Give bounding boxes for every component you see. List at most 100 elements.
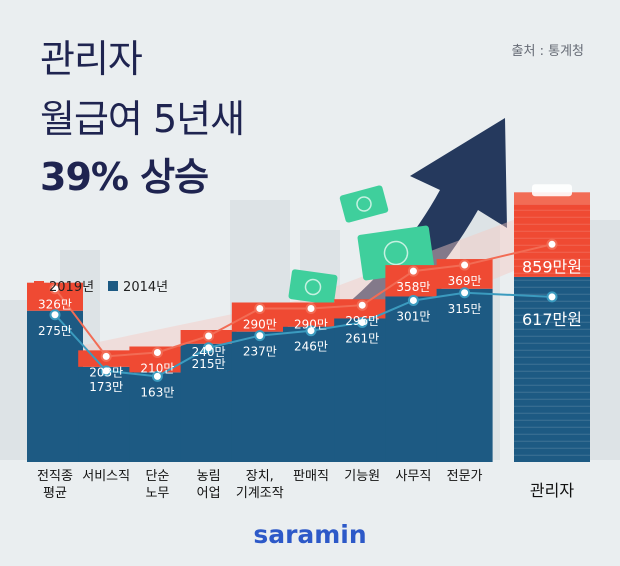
point-2014 [49,309,61,321]
data-label-2014: 237만 [243,345,277,359]
bar-2014 [129,372,186,462]
data-label-2014: 215만 [192,357,226,371]
bill-stack-cap [532,184,572,197]
data-label-2019: 358만 [396,280,430,294]
point-2014 [203,342,215,354]
point-2019 [459,259,471,271]
category-label-line: 어업 [197,486,221,501]
line-2019 [54,243,553,358]
data-label-2014: 301만 [396,309,430,323]
category-label: 전문가 [447,469,483,484]
money-bill-body [339,185,389,223]
category-label: 기능원 [344,469,380,484]
category-label-line: 서비스직 [82,469,130,484]
point-2019 [151,347,163,358]
point-2019 [203,330,215,342]
money-bill-body [288,269,338,305]
data-label-2014: 617만원 [522,310,582,329]
category-label-line: 평균 [43,486,67,501]
data-label-2014: 261만 [345,331,379,345]
point-2014 [459,287,471,299]
data-label-2019: 369만 [448,274,482,288]
category-label: 판매직 [293,469,329,484]
bar-2014 [385,296,442,462]
data-label-2019: 859만원 [522,257,582,276]
money-bill-2 [288,269,338,305]
point-2019 [100,350,112,362]
category-label-line: 전직종 [37,469,73,484]
category-label-line: 사무직 [395,469,431,484]
bar-2014 [180,343,237,462]
money-bill-0 [339,185,389,223]
money-bill-mark [304,278,322,296]
category-label-line: 장치, [246,469,274,484]
category-label-line: 관리자 [530,481,574,500]
bar-2014 [231,331,288,462]
title-line-2: 월급여 5년새 [40,97,245,141]
brand-logo: saramin [253,520,367,549]
money-bills [288,185,435,305]
source-note: 출처 : 통계청 [511,44,584,59]
category-label-line: 판매직 [293,469,329,484]
point-2014 [407,294,419,306]
data-label-2019: 290만 [294,318,328,332]
point-2014 [305,325,317,337]
legend-swatch-2019 [34,280,44,291]
legend-label-2019: 2019년 [49,280,95,295]
point-2014 [546,291,558,303]
legend-swatch-2014 [108,280,119,291]
money-bill-mark [356,196,372,212]
legend-item-2014: 2014년 [108,276,168,295]
data-label-2019: 290만 [243,318,277,332]
data-label-2019: 210만 [140,362,174,376]
point-2019 [546,238,558,250]
data-label-2014: 275만 [38,324,72,338]
title-line-1: 관리자 [40,37,143,81]
data-label-2014: 315만 [448,302,482,316]
category-label: 관리자 [530,481,574,500]
data-label-2014: 173만 [89,380,123,394]
data-label-2019: 240만 [192,345,226,359]
trend-lines [49,238,558,382]
category-label-line: 기계조작 [236,486,284,501]
bar-2014 [283,326,339,462]
legend: 2019년 2014년 [34,276,168,295]
point-2014 [254,330,266,342]
category-label-line: 농림 [197,469,221,484]
point-2014 [100,365,112,377]
point-2019 [49,283,61,295]
point-2019 [254,303,266,314]
bar-2014 [436,288,493,462]
line-2014 [54,291,553,378]
point-2019 [305,303,317,314]
category-label-line: 기능원 [344,469,380,484]
bar-2014 [514,276,590,462]
category-label-line: 단순 [145,469,169,484]
title-line-3: 39% 상승 [40,155,209,199]
data-label-2014: 246만 [294,340,328,354]
category-label-line: 전문가 [447,469,483,484]
category-label: 사무직 [395,469,431,484]
data-label-2019: 296만 [345,314,379,328]
money-bill-mark [383,240,409,266]
bar-2014 [334,318,391,462]
point-2019 [407,265,419,277]
data-label-2019: 326만 [38,298,72,312]
legend-label-2014: 2014년 [123,280,169,295]
legend-item-2019: 2019년 [34,276,94,295]
point-2014 [356,316,368,328]
bar-2014 [78,366,135,462]
category-label: 장치, 기계조작 [236,469,284,501]
point-2014 [151,370,163,382]
data-label-2019: 203만 [89,365,123,379]
point-2019 [356,299,368,311]
data-label-2014: 163만 [140,385,174,399]
category-label-line: 노무 [145,486,169,501]
